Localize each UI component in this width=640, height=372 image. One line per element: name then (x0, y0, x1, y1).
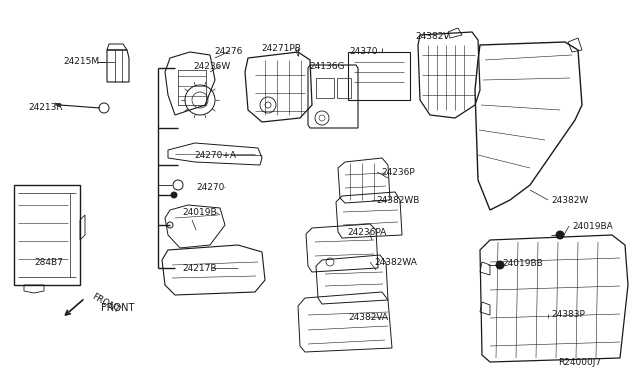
Text: 24370: 24370 (349, 47, 378, 56)
Text: 24382V: 24382V (415, 32, 449, 41)
Text: 24019BB: 24019BB (502, 259, 543, 268)
Text: 24019B: 24019B (182, 208, 216, 217)
Text: 24270+A: 24270+A (194, 151, 236, 160)
Text: 24382WA: 24382WA (374, 258, 417, 267)
Circle shape (171, 192, 177, 198)
Text: 24271PB: 24271PB (261, 44, 301, 53)
Text: 24019BA: 24019BA (572, 222, 612, 231)
Text: FRONT: FRONT (90, 292, 121, 314)
Text: 24236P: 24236P (381, 168, 415, 177)
Text: 24217B: 24217B (182, 264, 216, 273)
Text: 284B7: 284B7 (34, 258, 63, 267)
Circle shape (556, 231, 564, 239)
Text: 24382WB: 24382WB (376, 196, 419, 205)
Text: 24270: 24270 (196, 183, 225, 192)
Text: FRONT: FRONT (101, 303, 134, 313)
Text: 24236W: 24236W (193, 62, 230, 71)
Text: 24383P: 24383P (551, 310, 585, 319)
Text: 24276: 24276 (214, 47, 243, 56)
Text: 24382W: 24382W (551, 196, 588, 205)
Text: 24236PA: 24236PA (347, 228, 387, 237)
Text: 24382VA: 24382VA (348, 313, 388, 322)
Text: 24215M: 24215M (63, 57, 99, 66)
Circle shape (496, 261, 504, 269)
Text: 24136G: 24136G (309, 62, 344, 71)
Text: R24000J7: R24000J7 (558, 358, 601, 367)
Text: 24213R: 24213R (28, 103, 63, 112)
